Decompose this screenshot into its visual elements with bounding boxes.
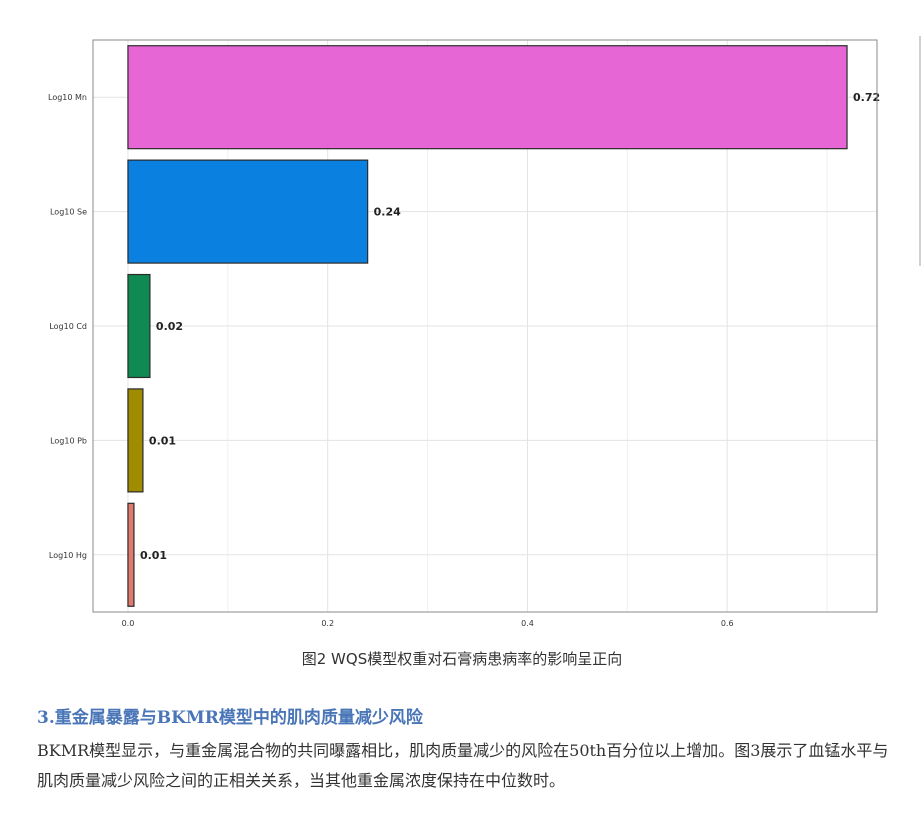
bar xyxy=(127,502,135,607)
x-tick-label: 0.4 xyxy=(521,619,534,628)
x-tick-label: 0.0 xyxy=(122,619,135,628)
section-heading: 3.重金属暴露与BKMR模型中的肌肉质量减少风险 xyxy=(37,708,423,728)
x-tick-label: 0.2 xyxy=(321,619,334,628)
bar xyxy=(127,273,151,379)
data-label: 0.24 xyxy=(374,206,401,219)
chart-svg: 0.72 Log10 Mn 0.24 Log10 Se 0.02 Log10 Cd 0.01… xyxy=(48,39,880,628)
y-tick-label: Log10 Hg xyxy=(49,551,87,560)
y-tick-label: Log10 Se xyxy=(50,208,87,217)
figure-caption: 图2 WQS模型权重对石膏病患病率的影响呈正向 xyxy=(301,650,623,668)
bar xyxy=(127,388,144,493)
results-section: 3.重金属暴露与BKMR模型中的肌肉质量减少风险 BKMR模型显示，与重金属混合… xyxy=(37,706,917,796)
bar xyxy=(127,45,848,150)
section-paragraph: BKMR模型显示，与重金属混合物的共同曝露相比，肌肉质量减少的风险在50th百分… xyxy=(37,741,889,790)
y-tick-label: Log10 Cd xyxy=(49,322,87,331)
wqs-weights-chart: 0.72 Log10 Mn 0.24 Log10 Se 0.02 Log10 Cd 0.01… xyxy=(48,39,880,628)
y-tick-label: Log10 Pb xyxy=(50,436,87,445)
bar xyxy=(127,159,369,264)
y-tick-label: Log10 Mn xyxy=(48,93,87,102)
panel-border xyxy=(92,39,878,613)
data-label: 0.72 xyxy=(853,91,880,104)
data-label: 0.02 xyxy=(156,320,183,333)
data-label: 0.01 xyxy=(140,549,167,562)
scrollbar-track xyxy=(919,36,921,266)
data-label: 0.01 xyxy=(149,434,176,447)
x-tick-label: 0.6 xyxy=(721,619,734,628)
